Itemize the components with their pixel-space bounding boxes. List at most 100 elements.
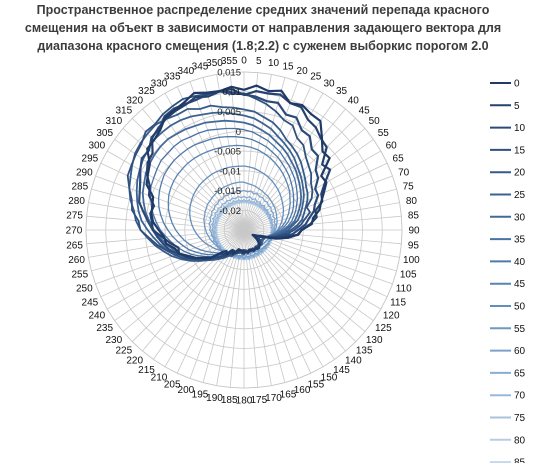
spoke-label: 145 [333, 365, 350, 376]
spoke-label: 235 [96, 323, 113, 334]
spoke-label: 175 [250, 395, 267, 406]
radial-tick-label: -0,015 [214, 186, 241, 197]
spoke-label: 0 [241, 56, 247, 67]
spoke-label: 310 [105, 116, 122, 127]
spoke-label: 195 [192, 390, 209, 401]
spoke-label: 15 [282, 61, 294, 72]
radial-tick-label: 0 [236, 127, 241, 138]
spoke-label: 315 [115, 105, 132, 116]
spoke-label: 110 [396, 284, 412, 295]
spoke-label: 345 [192, 61, 209, 72]
series-85-line [214, 200, 274, 260]
spoke-line [243, 229, 286, 383]
spoke-label: 280 [68, 196, 85, 207]
spoke-label: 35 [336, 86, 348, 97]
spoke-label: 350 [206, 58, 223, 69]
series-layer [126, 84, 332, 262]
series-0-line [145, 84, 331, 260]
legend-label: 55 [514, 324, 526, 335]
spoke-label: 295 [82, 154, 99, 165]
spoke-label: 245 [82, 297, 99, 308]
legend-label: 75 [514, 413, 526, 424]
spoke-label: 205 [164, 380, 181, 391]
chart-title-line-2: смещения на объект в зависимости от напр… [25, 21, 501, 35]
legend-label: 5 [514, 101, 520, 112]
spoke-label: 85 [408, 211, 420, 222]
spoke-label: 270 [66, 226, 83, 237]
spoke-label: 65 [393, 154, 405, 165]
spoke-label: 90 [408, 226, 420, 237]
spoke-label: 290 [76, 167, 93, 178]
legend-label: 85 [514, 458, 526, 463]
legend-label: 50 [514, 302, 526, 313]
spoke-label: 240 [88, 311, 105, 322]
spoke-label: 10 [268, 58, 280, 69]
spoke-label: 215 [138, 365, 155, 376]
radial-axis-labels: -0,02 -0,015 -0,01 -0,005 0 0,005 0,01 0,015 [214, 68, 241, 217]
spoke-label: 30 [323, 78, 335, 89]
legend: 0 5 10 15 20 25 30 35 40 45 50 55 60 65 70 75 80 85 [490, 79, 526, 463]
spoke-label: 125 [375, 323, 392, 334]
series-55-line [203, 181, 278, 257]
spoke-label: 115 [390, 297, 406, 308]
spoke-label: 260 [68, 255, 85, 266]
spoke-label: 75 [403, 182, 415, 193]
spoke-label: 70 [398, 167, 410, 178]
radial-tick-label: -0,02 [219, 206, 241, 217]
radial-tick-label: 0,015 [217, 68, 241, 79]
spoke-label: 190 [206, 393, 223, 404]
spoke-label: 265 [66, 240, 83, 251]
spoke-label: 135 [356, 346, 373, 357]
legend-label: 0 [514, 79, 520, 90]
spoke-label: 140 [345, 356, 362, 367]
chart-title-line-3: диапазона красного смещения (1.8;2.2) с … [37, 39, 488, 53]
spoke-label: 210 [151, 373, 168, 384]
spoke-label: 105 [400, 270, 417, 281]
spoke-label: 335 [164, 71, 181, 82]
spoke-label: 285 [71, 182, 88, 193]
spoke-labels: 0 5 10 15 2025303540455055606570758085909510… [66, 56, 421, 407]
spoke-label: 80 [406, 196, 418, 207]
series-60-line [208, 189, 277, 259]
spoke-label: 325 [138, 86, 155, 97]
legend-label: 20 [514, 168, 526, 179]
spoke-label: 45 [359, 105, 371, 116]
spoke-label: 160 [294, 385, 311, 396]
spoke-label: 275 [66, 211, 83, 222]
spoke-label: 95 [408, 240, 420, 251]
spoke-label: 225 [115, 346, 132, 357]
spoke-label: 20 [297, 66, 309, 77]
spoke-label: 300 [88, 141, 105, 152]
legend-label: 70 [514, 391, 526, 402]
spoke-label: 340 [178, 66, 195, 77]
legend-label: 40 [514, 257, 526, 268]
spoke-label: 305 [96, 128, 113, 139]
spoke-label: 320 [126, 95, 143, 106]
spoke-label: 120 [383, 311, 400, 322]
legend-label: 25 [514, 190, 526, 201]
legend-label: 35 [514, 235, 526, 246]
series-65-line [210, 195, 274, 260]
spoke-label: 100 [403, 255, 420, 266]
spoke-label: 25 [310, 71, 322, 82]
spoke-label: 180 [236, 396, 253, 407]
spoke-label: 165 [280, 390, 297, 401]
spoke-label: 255 [71, 270, 88, 281]
legend-label: 45 [514, 279, 526, 290]
series-5-line [145, 87, 332, 260]
legend-label: 15 [514, 145, 526, 156]
spoke-label: 130 [366, 335, 383, 346]
radial-tick-label: 0,01 [223, 87, 242, 98]
spoke-label: 50 [369, 116, 381, 127]
spoke-label: 220 [126, 356, 143, 367]
spoke-label: 150 [321, 373, 338, 384]
spoke-label: 60 [386, 141, 398, 152]
legend-label: 30 [514, 212, 526, 223]
chart-title-line-1: Пространственное распределение средних з… [37, 3, 490, 17]
spoke-label: 170 [265, 393, 282, 404]
spoke-label: 5 [256, 56, 262, 67]
radial-tick-label: 0,005 [217, 107, 241, 118]
legend-label: 60 [514, 346, 526, 357]
radar-grid [85, 71, 403, 389]
